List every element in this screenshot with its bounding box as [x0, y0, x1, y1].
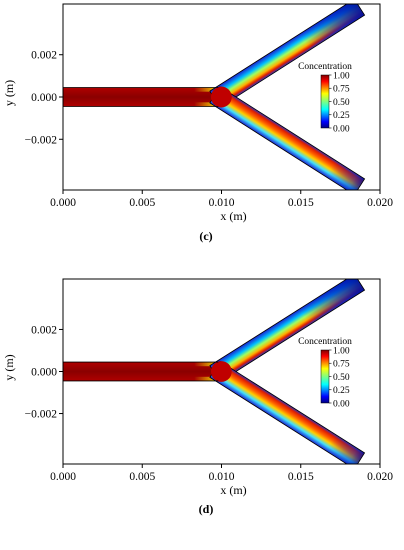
- x-tick-label: 0.000: [50, 197, 76, 209]
- panel-d: 0.000 0.005 0.010 0.015 0.020 0.002 0.000 −0.00…: [2, 278, 393, 516]
- inlet-edge-bottom: [158, 102, 219, 107]
- inlet-channel: [63, 87, 219, 107]
- colorbar: [320, 349, 330, 404]
- upper-branch-fade: [209, 279, 365, 382]
- plot-area: [63, 279, 366, 464]
- x-tick-label: 0.010: [209, 471, 235, 483]
- x-tick-label: 0.020: [367, 197, 393, 209]
- inlet-channel: [63, 362, 219, 381]
- x-tick-label: 0.010: [209, 197, 235, 209]
- y-tick-label: −0.002: [25, 409, 58, 421]
- inlet-edge-top: [158, 87, 219, 92]
- inlet-edge-bottom: [158, 376, 219, 381]
- colorbar-title: Concentration: [298, 337, 352, 347]
- y-tick-label: 0.002: [31, 50, 57, 62]
- y-tick-label: 0.002: [31, 324, 57, 336]
- y-tick-label: 0.000: [31, 92, 57, 104]
- lower-branch-fade: [209, 86, 365, 190]
- x-tick-label: 0.005: [129, 197, 155, 209]
- junction-core: [210, 86, 232, 108]
- x-tick-label: 0.015: [288, 197, 314, 209]
- colorbar-tick-label: 1.00: [333, 346, 350, 356]
- upper-branch-fade: [209, 4, 365, 108]
- x-tick-label: 0.005: [129, 471, 155, 483]
- colorbar-tick-label: 0.25: [333, 111, 350, 121]
- colorbar-tick-label: 0.00: [333, 399, 350, 409]
- x-axis-label: x (m): [220, 483, 246, 497]
- colorbar-tick-label: 0.75: [333, 360, 350, 370]
- colorbar-title: Concentration: [298, 62, 352, 72]
- y-axis-label: y (m): [2, 80, 16, 106]
- panel-c: 0.000 0.005 0.010 0.015 0.020 0.002 0.000 −0.00…: [2, 3, 393, 243]
- x-tick-label: 0.015: [288, 471, 314, 483]
- x-axis-label: x (m): [220, 209, 246, 223]
- panel-label: (c): [199, 229, 212, 243]
- lower-branch-fade: [209, 361, 365, 464]
- colorbar-tick-label: 0.00: [333, 124, 350, 134]
- y-axis-label: y (m): [2, 354, 16, 380]
- colorbar-tick-label: 0.50: [333, 373, 350, 383]
- colorbar: [320, 74, 330, 129]
- y-tick-label: 0.000: [31, 367, 57, 379]
- panel-label: (d): [199, 502, 214, 516]
- colorbar-tick-label: 0.75: [333, 85, 350, 95]
- x-tick-label: 0.000: [50, 471, 76, 483]
- colorbar-tick-label: 1.00: [333, 71, 350, 81]
- colorbar-tick-label: 0.50: [333, 98, 350, 108]
- junction-core: [210, 361, 232, 382]
- y-tick-label: −0.002: [25, 134, 58, 146]
- plot-area: [63, 4, 366, 190]
- x-tick-label: 0.020: [367, 471, 393, 483]
- colorbar-tick-label: 0.25: [333, 386, 350, 396]
- inlet-edge-top: [158, 362, 219, 367]
